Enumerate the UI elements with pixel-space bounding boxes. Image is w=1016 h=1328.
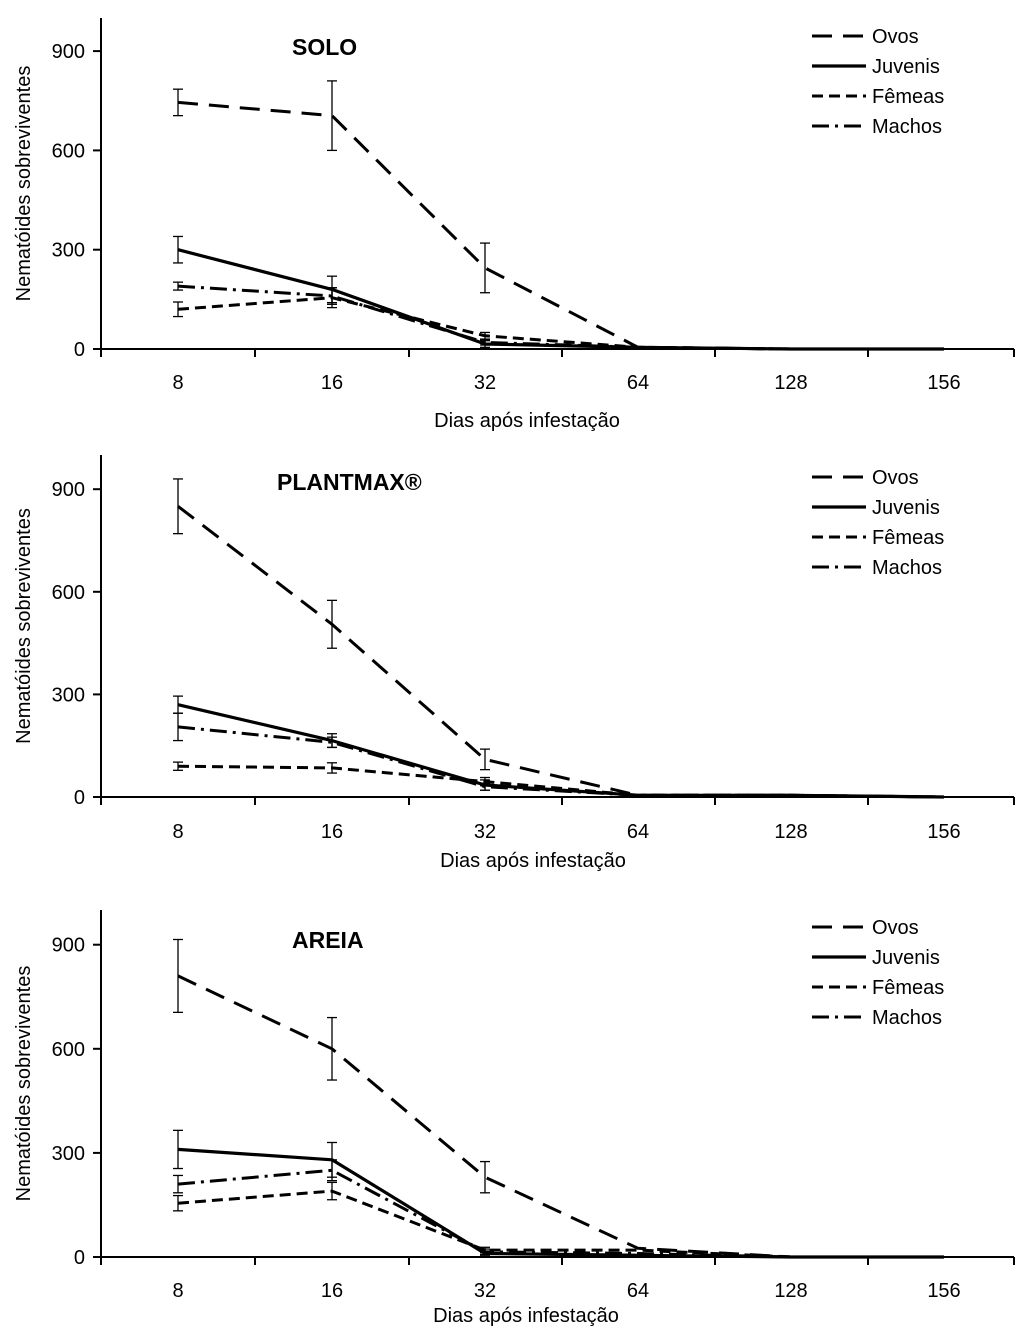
- legend-label: Fêmeas: [872, 527, 944, 549]
- x-tick-label: 156: [927, 372, 960, 394]
- x-tick-label: 8: [172, 821, 183, 843]
- y-tick-label: 0: [74, 1247, 85, 1269]
- y-axis-title: Nematóides sobreviventes: [13, 508, 35, 744]
- series-line-machos: [177, 725, 945, 799]
- x-tick-label: 16: [321, 821, 343, 843]
- x-tick-label: 64: [627, 1280, 649, 1302]
- x-tick-label: 156: [927, 821, 960, 843]
- x-tick-label: 16: [321, 372, 343, 394]
- y-tick-label: 300: [52, 240, 85, 262]
- legend-label: Juvenis: [872, 56, 940, 78]
- series-line-juvenis: [177, 248, 944, 351]
- x-tick-label: 32: [474, 1280, 496, 1302]
- legend: Ovos Juvenis Fêmeas Machos: [812, 26, 944, 138]
- x-tick-label: 128: [774, 821, 807, 843]
- chart-panel-1: 0 300 600 900 8 16 32 64 128 156 Dias após infesta…: [13, 18, 1015, 432]
- y-tick-label: 900: [52, 41, 85, 63]
- y-axis-title: Nematóides sobreviventes: [13, 966, 35, 1202]
- legend-label: Ovos: [872, 26, 919, 48]
- x-axis-title: Dias após infestação: [440, 850, 626, 872]
- legend-label: Fêmeas: [872, 86, 944, 108]
- chart-title: AREIA: [292, 927, 364, 953]
- y-tick-label: 300: [52, 684, 85, 706]
- y-tick-label: 0: [74, 787, 85, 809]
- x-tick-label: 32: [474, 821, 496, 843]
- x-tick-label: 32: [474, 372, 496, 394]
- legend: Ovos Juvenis Fêmeas Machos: [812, 467, 944, 579]
- series-line-machos: [177, 284, 944, 351]
- y-tick-label: 0: [74, 339, 85, 361]
- y-tick-label: 900: [52, 935, 85, 957]
- x-tick-label: 156: [927, 1280, 960, 1302]
- series-line-ovos: [177, 100, 944, 351]
- chart-panel-3: 0 300 600 900 8 16 32 64 128 156 Dias após infesta…: [13, 910, 1015, 1327]
- series-line-fêmeas: [177, 1189, 944, 1259]
- x-axis-title: Dias após infestação: [434, 410, 620, 432]
- legend-label: Machos: [872, 1007, 942, 1029]
- y-axis-title: Nematóides sobreviventes: [13, 66, 35, 302]
- y-tick-label: 900: [52, 479, 85, 501]
- series-line-ovos: [177, 974, 944, 1259]
- series-line-juvenis: [177, 703, 945, 799]
- x-tick-label: 8: [172, 372, 183, 394]
- legend-label: Machos: [872, 557, 942, 579]
- x-tick-label: 16: [321, 1280, 343, 1302]
- legend-label: Ovos: [872, 467, 919, 489]
- y-tick-label: 600: [52, 140, 85, 162]
- chart-panel-2: 0 300 600 900 8 16 32 64 128 156 Dias após infesta…: [13, 455, 1015, 872]
- chart-title: PLANTMAX®: [277, 469, 422, 495]
- series-line-juvenis: [177, 1147, 944, 1259]
- y-tick-label: 600: [52, 582, 85, 604]
- x-tick-label: 128: [774, 1280, 807, 1302]
- legend-label: Ovos: [872, 917, 919, 939]
- legend: Ovos Juvenis Fêmeas Machos: [812, 917, 944, 1029]
- legend-label: Fêmeas: [872, 977, 944, 999]
- series-line-fêmeas: [177, 296, 944, 351]
- legend-label: Machos: [872, 116, 942, 138]
- x-tick-label: 64: [627, 821, 649, 843]
- x-tick-label: 128: [774, 372, 807, 394]
- x-tick-label: 64: [627, 372, 649, 394]
- x-tick-label: 8: [172, 1280, 183, 1302]
- x-axis-title: Dias após infestação: [433, 1305, 619, 1327]
- series-line-ovos: [177, 505, 945, 799]
- y-tick-label: 600: [52, 1039, 85, 1061]
- series-line-machos: [177, 1168, 944, 1259]
- y-tick-label: 300: [52, 1143, 85, 1165]
- chart-title: SOLO: [292, 34, 357, 60]
- legend-label: Juvenis: [872, 947, 940, 969]
- legend-label: Juvenis: [872, 497, 940, 519]
